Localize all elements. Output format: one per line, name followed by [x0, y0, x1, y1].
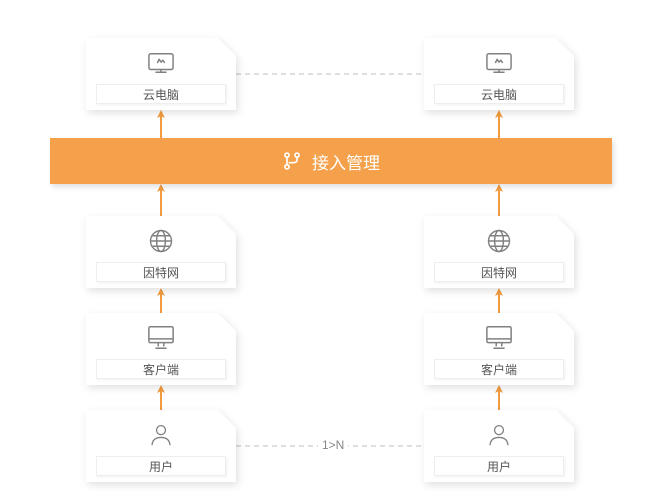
node-left-client: 客户端	[86, 313, 236, 385]
monitor-icon	[146, 323, 176, 353]
node-label: 因特网	[96, 262, 226, 282]
user-ratio-label: 1>N	[318, 438, 348, 452]
globe-icon	[146, 226, 176, 256]
node-label: 用户	[434, 456, 564, 476]
node-label: 客户端	[96, 359, 226, 379]
user-icon	[484, 420, 514, 450]
center-bar-label: 接入管理	[312, 149, 380, 174]
branch-icon	[282, 151, 302, 171]
node-left-user: 用户	[86, 410, 236, 482]
node-left-cloud: 云电脑	[86, 38, 236, 110]
node-left-internet: 因特网	[86, 216, 236, 288]
node-label: 云电脑	[434, 84, 564, 104]
monitor-icon	[484, 323, 514, 353]
node-right-cloud: 云电脑	[424, 38, 574, 110]
center-bar-access-mgmt: 接入管理	[50, 138, 612, 184]
globe-icon	[484, 226, 514, 256]
node-label: 因特网	[434, 262, 564, 282]
cloud-pc-icon	[484, 48, 514, 78]
node-right-internet: 因特网	[424, 216, 574, 288]
node-label: 客户端	[434, 359, 564, 379]
node-right-client: 客户端	[424, 313, 574, 385]
architecture-diagram: 接入管理 云电脑 因特网	[0, 0, 671, 500]
user-icon	[146, 420, 176, 450]
node-label: 云电脑	[96, 84, 226, 104]
node-right-user: 用户	[424, 410, 574, 482]
node-label: 用户	[96, 456, 226, 476]
cloud-pc-icon	[146, 48, 176, 78]
